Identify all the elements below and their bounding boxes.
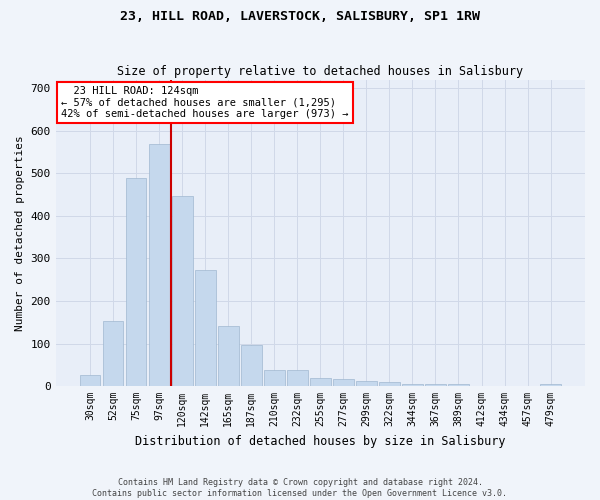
- Bar: [310, 378, 331, 386]
- Bar: [172, 196, 193, 386]
- Bar: [379, 382, 400, 386]
- Bar: [126, 178, 146, 386]
- Title: Size of property relative to detached houses in Salisbury: Size of property relative to detached ho…: [117, 66, 523, 78]
- Bar: [241, 345, 262, 386]
- Bar: [80, 376, 100, 386]
- Bar: [195, 270, 215, 386]
- Bar: [103, 321, 124, 386]
- X-axis label: Distribution of detached houses by size in Salisbury: Distribution of detached houses by size …: [135, 434, 506, 448]
- Text: 23 HILL ROAD: 124sqm  
← 57% of detached houses are smaller (1,295)
42% of semi-: 23 HILL ROAD: 124sqm ← 57% of detached h…: [61, 86, 349, 119]
- Bar: [333, 379, 354, 386]
- Bar: [264, 370, 284, 386]
- Bar: [356, 381, 377, 386]
- Bar: [425, 384, 446, 386]
- Bar: [149, 144, 170, 386]
- Y-axis label: Number of detached properties: Number of detached properties: [15, 135, 25, 330]
- Bar: [287, 370, 308, 386]
- Bar: [218, 326, 239, 386]
- Text: 23, HILL ROAD, LAVERSTOCK, SALISBURY, SP1 1RW: 23, HILL ROAD, LAVERSTOCK, SALISBURY, SP…: [120, 10, 480, 23]
- Bar: [540, 384, 561, 386]
- Bar: [402, 384, 423, 386]
- Text: Contains HM Land Registry data © Crown copyright and database right 2024.
Contai: Contains HM Land Registry data © Crown c…: [92, 478, 508, 498]
- Bar: [448, 384, 469, 386]
